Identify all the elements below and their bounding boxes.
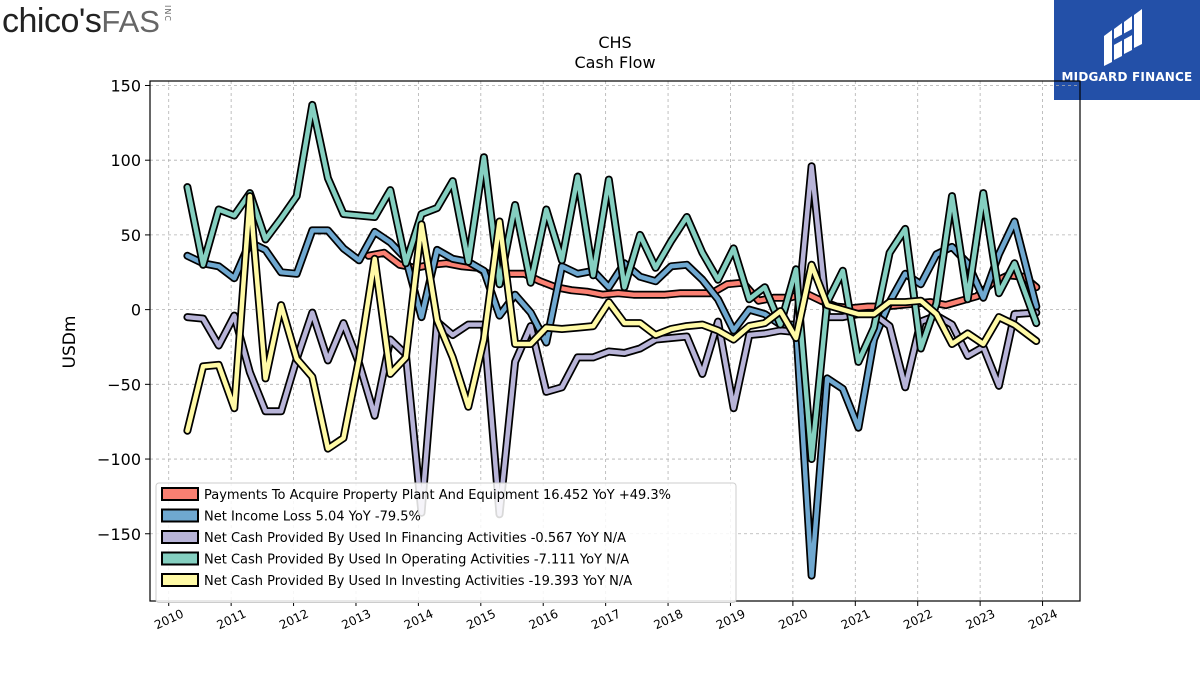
y-tick-label: 150 [110,76,141,95]
x-tick-label: 2011 [215,607,249,633]
series-line [185,163,1039,517]
x-tick-label: 2012 [277,607,311,633]
chicos-fas-logo: chico'sFAS INC [2,2,177,40]
legend-swatch [161,487,199,501]
y-tick-label: 100 [110,151,141,170]
legend-label: Payments To Acquire Property Plant And E… [204,488,671,503]
x-tick-label: 2021 [839,607,873,633]
legend-label: Net Income Loss 5.04 YoY -79.5% [204,510,421,525]
legend-swatch [161,573,199,587]
grid-lines [150,81,1080,601]
x-tick-label: 2022 [901,607,935,633]
logo-suffix-text: FAS [101,4,160,39]
legend-label: Net Cash Provided By Used In Financing A… [204,531,626,546]
legend-box [155,482,737,603]
x-tick-label: 2016 [527,607,561,633]
legend-swatch [161,551,199,566]
x-tick-label: 2010 [152,607,186,633]
y-tick-label: −50 [107,375,141,394]
x-tick-label: 2024 [1026,607,1060,633]
x-tick-label: 2020 [776,607,810,633]
chart-subtitle: Cash Flow [574,53,655,72]
series-line [185,102,1039,462]
x-tick-label: 2019 [714,607,748,633]
series-line [185,193,1039,451]
x-tick-label: 2023 [964,607,998,633]
x-tick-label: 2017 [589,607,623,633]
legend: Payments To Acquire Property Plant And E… [155,482,737,603]
logo-brand-text: chico's [2,2,102,40]
x-tick-label: 2014 [402,607,436,633]
legend-label: Net Cash Provided By Used In Investing A… [204,574,632,589]
y-tick-label: 0 [131,301,141,320]
y-axis-label: USDm [60,316,80,369]
x-tick-label: 2015 [464,607,498,633]
x-tick-label: 2013 [339,607,373,633]
series-lines [183,100,1041,580]
midgard-finance-logo: MIDGARD FINANCE [1054,0,1200,100]
y-tick-label: −100 [97,450,141,469]
legend-swatch [161,530,199,544]
legend-label: Net Cash Provided By Used In Operating A… [204,553,629,568]
y-tick-label: −150 [97,525,141,544]
midgard-mark-icon [1104,9,1142,66]
logo-name-text: MIDGARD FINANCE [1061,70,1193,84]
y-tick-label: 50 [121,226,141,245]
chart-title: CHS [598,33,631,52]
x-tick-label: 2018 [652,607,686,633]
legend-swatch [161,508,199,523]
